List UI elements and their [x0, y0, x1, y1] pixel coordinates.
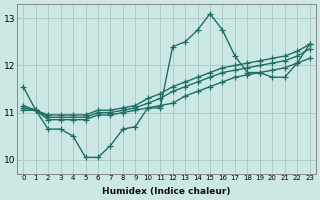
X-axis label: Humidex (Indice chaleur): Humidex (Indice chaleur)	[102, 187, 231, 196]
